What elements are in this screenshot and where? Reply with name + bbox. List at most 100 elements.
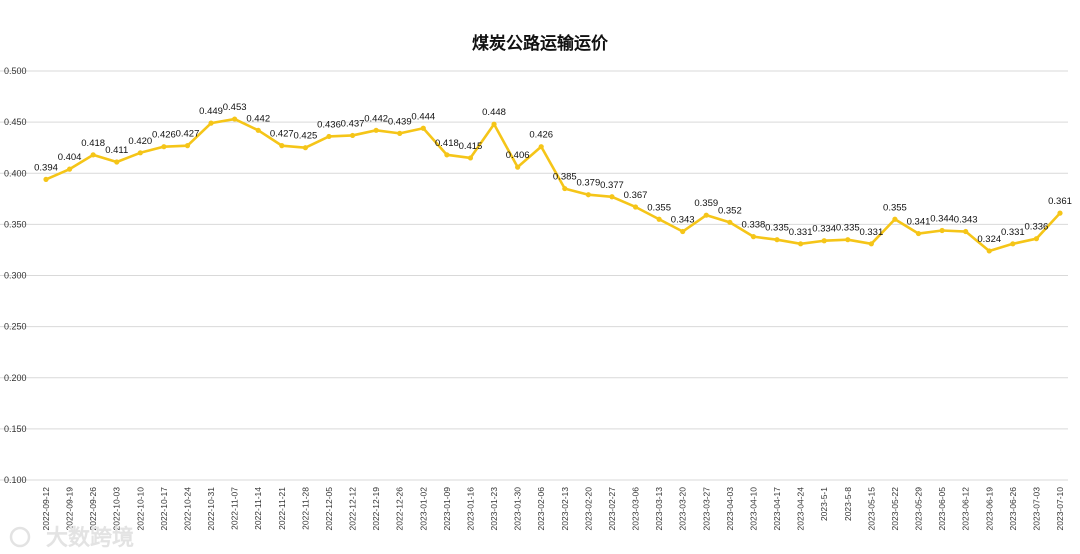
data-label: 0.427 [176,129,200,140]
data-point [538,144,544,150]
data-label: 0.437 [341,118,365,129]
data-label: 0.359 [694,198,718,209]
x-tick-label: 2023-06-19 [984,487,994,531]
x-tick-label: 2022-09-26 [88,487,98,531]
data-point [326,133,332,140]
data-point [915,230,922,237]
y-tick-label: 0.200 [4,373,27,383]
data-label: 0.324 [977,234,1001,245]
data-point [1010,241,1016,247]
data-point [66,166,73,172]
data-point [491,121,497,127]
x-tick-label: 2022-10-24 [182,487,192,531]
x-tick-label: 2022-12-05 [324,487,334,531]
x-tick-label: 2023-01-23 [489,487,499,531]
data-point [444,152,450,158]
data-label: 0.343 [954,215,978,226]
x-tick-label: 2023-02-13 [560,487,570,531]
x-tick-label: 2023-05-22 [890,487,900,531]
x-tick-label: 2023-01-16 [465,487,475,531]
data-point [562,185,568,192]
x-tick-label: 2022-10-31 [206,487,216,531]
data-point [137,150,143,156]
x-axis: 2022-09-12 2022-09-19 2022-09-26 2022-10-03… [41,487,1065,531]
x-tick-label: 2022-09-19 [65,487,75,531]
y-tick-label: 0.300 [4,271,27,281]
x-tick-label: 2023-05-15 [866,487,876,531]
data-point [632,204,639,210]
x-tick-label: 2023-01-30 [513,487,523,531]
data-label: 0.335 [765,223,789,234]
x-tick-label: 2023-07-10 [1055,487,1065,531]
data-point [845,237,851,243]
y-tick-label: 0.250 [4,322,27,332]
x-tick-label: 2022-12-26 [395,487,405,531]
data-point [349,132,356,139]
x-tick-label: 2023-02-20 [583,487,593,531]
data-label: 0.331 [859,227,883,238]
x-tick-label: 2023-04-03 [725,487,735,531]
data-point [279,143,285,149]
data-point [963,228,969,235]
data-label: 0.352 [718,205,742,216]
data-label: 0.415 [459,141,483,152]
x-tick-label: 2023-07-03 [1031,487,1041,531]
data-point [232,116,238,122]
data-label: 0.338 [742,220,766,231]
x-tick-label: 2023-02-27 [607,487,617,531]
x-tick-label: 2022-10-10 [135,487,145,531]
data-label: 0.341 [907,217,931,228]
data-label: 0.442 [246,113,270,124]
watermark-text: 大数跨境 [46,525,134,551]
data-point [727,219,733,225]
x-tick-label: 2023-05-29 [914,487,924,531]
data-label: 0.420 [128,136,152,147]
data-label: 0.379 [576,178,600,189]
x-tick-label: 2023-03-27 [701,487,711,531]
data-label: 0.385 [553,172,577,183]
y-tick-label: 0.500 [4,66,27,76]
x-tick-label: 2022-12-19 [371,487,381,531]
data-label: 0.436 [317,119,341,130]
x-tick-label: 2023-01-02 [418,487,428,531]
x-tick-label: 2023-06-12 [961,487,971,531]
x-tick-label: 2023-06-05 [937,487,947,531]
x-tick-label: 2022-11-28 [300,487,310,530]
data-label: 0.331 [789,227,813,238]
data-point [821,238,827,244]
x-tick-label: 2022-11-14 [253,487,263,530]
data-point [892,216,898,222]
data-label: 0.418 [81,138,105,149]
data-point [184,143,191,149]
data-label: 0.334 [812,224,836,235]
x-tick-label: 2022-11-07 [230,487,240,530]
data-label: 0.355 [883,202,907,213]
y-tick-label: 0.450 [4,117,27,127]
x-tick-label: 2022-09-12 [41,487,51,531]
x-tick-label: 2023-06-26 [1008,487,1018,531]
series-line [45,117,1061,253]
data-point [114,159,120,165]
data-label: 0.442 [364,113,388,124]
data-label: 0.404 [58,152,82,163]
data-point [868,241,874,247]
x-tick-label: 2023-03-20 [678,487,688,531]
x-tick-label: 2023-5-8 [843,487,853,521]
data-label: 0.426 [529,130,553,141]
data-point [774,237,780,243]
x-tick-label: 2023-03-13 [654,487,664,531]
data-point [939,227,945,234]
y-tick-label: 0.150 [4,424,27,434]
data-label: 0.355 [647,202,671,213]
data-label: 0.344 [930,214,954,225]
x-tick-label: 2023-04-10 [748,487,758,531]
x-tick-label: 2023-03-06 [631,487,641,531]
data-label: 0.439 [388,116,412,127]
data-label: 0.427 [270,129,294,140]
data-point [161,144,167,150]
chart-title: 煤炭公路运输运价 [472,33,609,54]
data-label: 0.361 [1048,196,1072,207]
data-point [515,164,521,170]
